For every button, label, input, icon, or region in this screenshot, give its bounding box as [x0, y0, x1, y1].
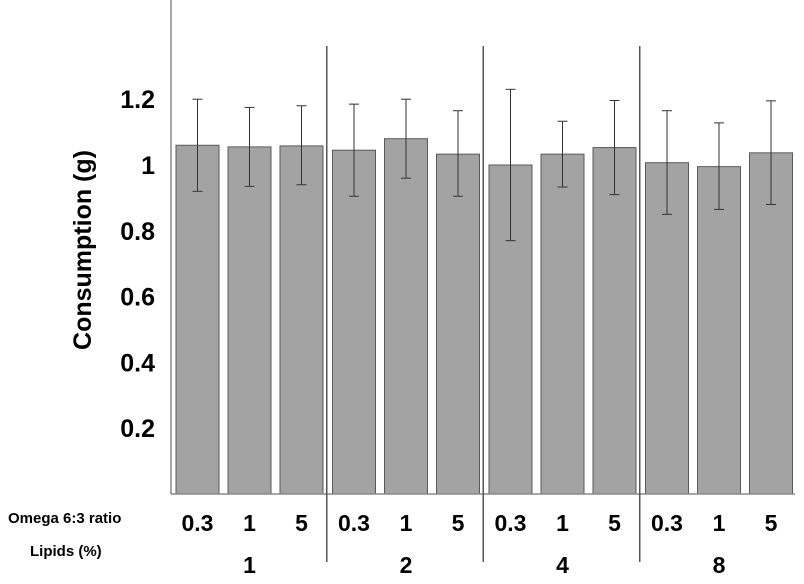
y-tick-label: 0.4: [120, 349, 155, 377]
y-tick-label: 1: [141, 152, 155, 180]
y-tick-label: 0.8: [120, 218, 155, 246]
group-labels: 1 2 4 8: [243, 552, 726, 578]
y-tick-label: 1.2: [120, 86, 155, 114]
bars: [175, 138, 793, 495]
bar: [645, 162, 689, 495]
bar: [436, 153, 480, 495]
group-label: 8: [713, 552, 726, 578]
x-tick-label: 0.3: [495, 510, 527, 536]
group-label: 4: [556, 552, 569, 578]
x-tick-labels: 0.3 1 5 0.3 1 5 0.3 1 5 0.3 1 5: [182, 510, 778, 536]
x-tick-label: 5: [608, 510, 621, 536]
x-tick-label: 1: [713, 510, 726, 536]
bar: [697, 166, 741, 495]
x-tick-label: 0.3: [182, 510, 214, 536]
x-tick-label: 1: [556, 510, 569, 536]
x-tick-label: 5: [765, 510, 778, 536]
bar: [279, 145, 324, 495]
group-label: 2: [400, 552, 413, 578]
x-tick-label: 5: [452, 510, 465, 536]
y-tick-labels: 0.2 0.4 0.6 0.8 1 1.2: [120, 86, 155, 443]
x-tick-label: 5: [295, 510, 308, 536]
bar: [540, 153, 585, 495]
y-axis-label: Consumption (g): [69, 150, 97, 350]
lipids-row-label: Lipids (%): [30, 543, 102, 560]
x-tick-label: 1: [400, 510, 413, 536]
bar: [332, 149, 376, 495]
y-tick-label: 0.2: [120, 415, 155, 443]
x-tick-label: 0.3: [651, 510, 683, 536]
x-tick-label: 1: [243, 510, 256, 536]
x-tick-label: 0.3: [338, 510, 370, 536]
bar: [175, 144, 220, 495]
bar: [227, 146, 272, 495]
group-label: 1: [243, 552, 256, 578]
axes: [170, 0, 795, 562]
error-bars: [192, 88, 776, 242]
omega-ratio-row-label: Omega 6:3 ratio: [8, 510, 121, 527]
bar: [592, 147, 637, 495]
y-tick-label: 0.6: [120, 284, 155, 312]
bar: [384, 138, 428, 495]
